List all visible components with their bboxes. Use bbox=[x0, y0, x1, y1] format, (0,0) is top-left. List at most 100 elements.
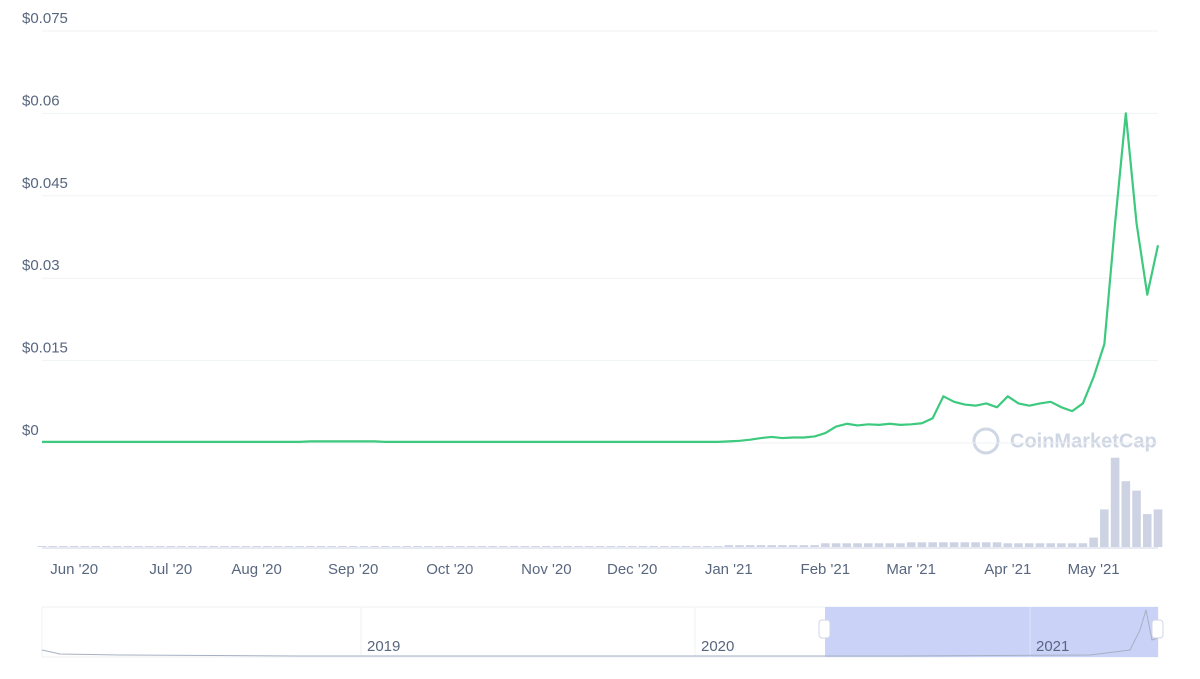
y-tick-label: $0.075 bbox=[22, 10, 68, 27]
volume-bar bbox=[1014, 543, 1023, 547]
volume-bar bbox=[563, 546, 573, 547]
volume-bar bbox=[1078, 543, 1088, 547]
volume-bar bbox=[295, 546, 304, 547]
y-tick-label: $0.06 bbox=[22, 92, 60, 109]
volume-bar bbox=[649, 546, 658, 547]
volume-bar bbox=[241, 546, 251, 547]
x-tick-label: Sep '20 bbox=[328, 561, 378, 578]
volume-bar bbox=[735, 545, 744, 547]
watermark: CoinMarketCap bbox=[1010, 430, 1157, 452]
volume-bar bbox=[627, 546, 637, 547]
volume-bar bbox=[778, 545, 787, 547]
volume-bar bbox=[1100, 509, 1109, 547]
volume-bar bbox=[424, 546, 433, 547]
volume-bar bbox=[660, 546, 669, 547]
volume-bar bbox=[305, 546, 315, 547]
volume-bar bbox=[896, 543, 905, 547]
volume-bar bbox=[788, 545, 798, 547]
volume-bar bbox=[123, 546, 133, 547]
volume-bar bbox=[284, 546, 294, 547]
volume-bar bbox=[1121, 481, 1131, 547]
volume-bar bbox=[359, 546, 369, 547]
navigator-label: 2021 bbox=[1036, 638, 1069, 655]
volume-bar bbox=[59, 546, 68, 547]
volume-bar bbox=[767, 545, 776, 547]
volume-bar bbox=[198, 546, 208, 547]
volume-bar bbox=[713, 546, 723, 547]
volume-bar bbox=[456, 546, 465, 547]
volume-bar bbox=[145, 546, 154, 547]
volume-bar bbox=[381, 546, 390, 547]
volume-bar bbox=[1067, 543, 1077, 547]
navigator-label: 2020 bbox=[701, 638, 734, 655]
volume-bar bbox=[1035, 543, 1045, 547]
volume-bar bbox=[466, 546, 476, 547]
volume-bar bbox=[949, 542, 959, 547]
volume-bar bbox=[971, 542, 980, 547]
volume-bar bbox=[595, 546, 605, 547]
volume-bar bbox=[37, 546, 47, 547]
x-tick-label: Jan '21 bbox=[705, 561, 753, 578]
volume-bar bbox=[327, 546, 337, 547]
volume-bar bbox=[1046, 543, 1055, 547]
volume-bar bbox=[1132, 490, 1141, 547]
volume-bar bbox=[606, 546, 616, 547]
y-tick-label: $0.03 bbox=[22, 257, 60, 274]
watermark-logo bbox=[972, 427, 1000, 455]
volume-bar bbox=[1142, 514, 1152, 547]
volume-bar bbox=[488, 546, 497, 547]
x-tick-label: Dec '20 bbox=[607, 561, 657, 578]
volume-bar bbox=[692, 546, 701, 547]
x-tick-label: Apr '21 bbox=[984, 561, 1031, 578]
volume-bar bbox=[338, 546, 347, 547]
volume-bar bbox=[252, 546, 261, 547]
volume-bar bbox=[391, 546, 401, 547]
navigator-handle[interactable] bbox=[1151, 619, 1164, 639]
volume-bar bbox=[520, 546, 530, 547]
volume-bar bbox=[112, 546, 122, 547]
price-line bbox=[42, 112, 1160, 443]
volume-bar bbox=[584, 546, 594, 547]
volume-bar bbox=[799, 545, 809, 547]
volume-bar bbox=[263, 546, 272, 547]
volume-bar bbox=[939, 542, 948, 547]
volume-bar bbox=[810, 545, 819, 547]
volume-bar bbox=[1057, 543, 1066, 547]
volume-bar bbox=[703, 546, 712, 547]
volume-bar bbox=[187, 546, 197, 547]
volume-bar bbox=[874, 543, 884, 547]
volume-bar bbox=[842, 543, 852, 547]
volume-bar bbox=[917, 542, 927, 547]
x-tick-label: Oct '20 bbox=[426, 561, 473, 578]
volume-bar bbox=[906, 542, 916, 547]
y-tick-label: $0 bbox=[22, 422, 39, 439]
volume-bar bbox=[1153, 509, 1163, 547]
x-tick-label: Nov '20 bbox=[521, 561, 571, 578]
volume-bar bbox=[724, 545, 734, 547]
navigator-selection[interactable] bbox=[825, 607, 1158, 657]
volume-bar bbox=[166, 546, 176, 547]
volume-bar bbox=[960, 542, 970, 547]
volume-bar bbox=[155, 546, 165, 547]
volume-bar bbox=[499, 546, 508, 547]
volume-bar bbox=[1003, 543, 1013, 547]
volume-bar bbox=[370, 546, 379, 547]
volume-bar bbox=[638, 546, 648, 547]
x-tick-label: Jun '20 bbox=[50, 561, 98, 578]
volume-bar bbox=[756, 545, 766, 547]
navigator-handle[interactable] bbox=[818, 619, 831, 639]
volume-bar bbox=[885, 543, 895, 547]
volume-bar bbox=[821, 543, 830, 547]
volume-bar bbox=[413, 546, 422, 547]
volume-bar bbox=[982, 542, 991, 547]
x-tick-label: Aug '20 bbox=[231, 561, 281, 578]
volume-bar bbox=[1089, 537, 1098, 547]
volume-bar bbox=[992, 542, 1002, 547]
volume-bar bbox=[831, 543, 841, 547]
volume-bar bbox=[316, 546, 326, 547]
volume-bar bbox=[402, 546, 412, 547]
volume-bar bbox=[80, 546, 90, 547]
volume-bar bbox=[617, 546, 626, 547]
volume-bar bbox=[48, 546, 58, 547]
